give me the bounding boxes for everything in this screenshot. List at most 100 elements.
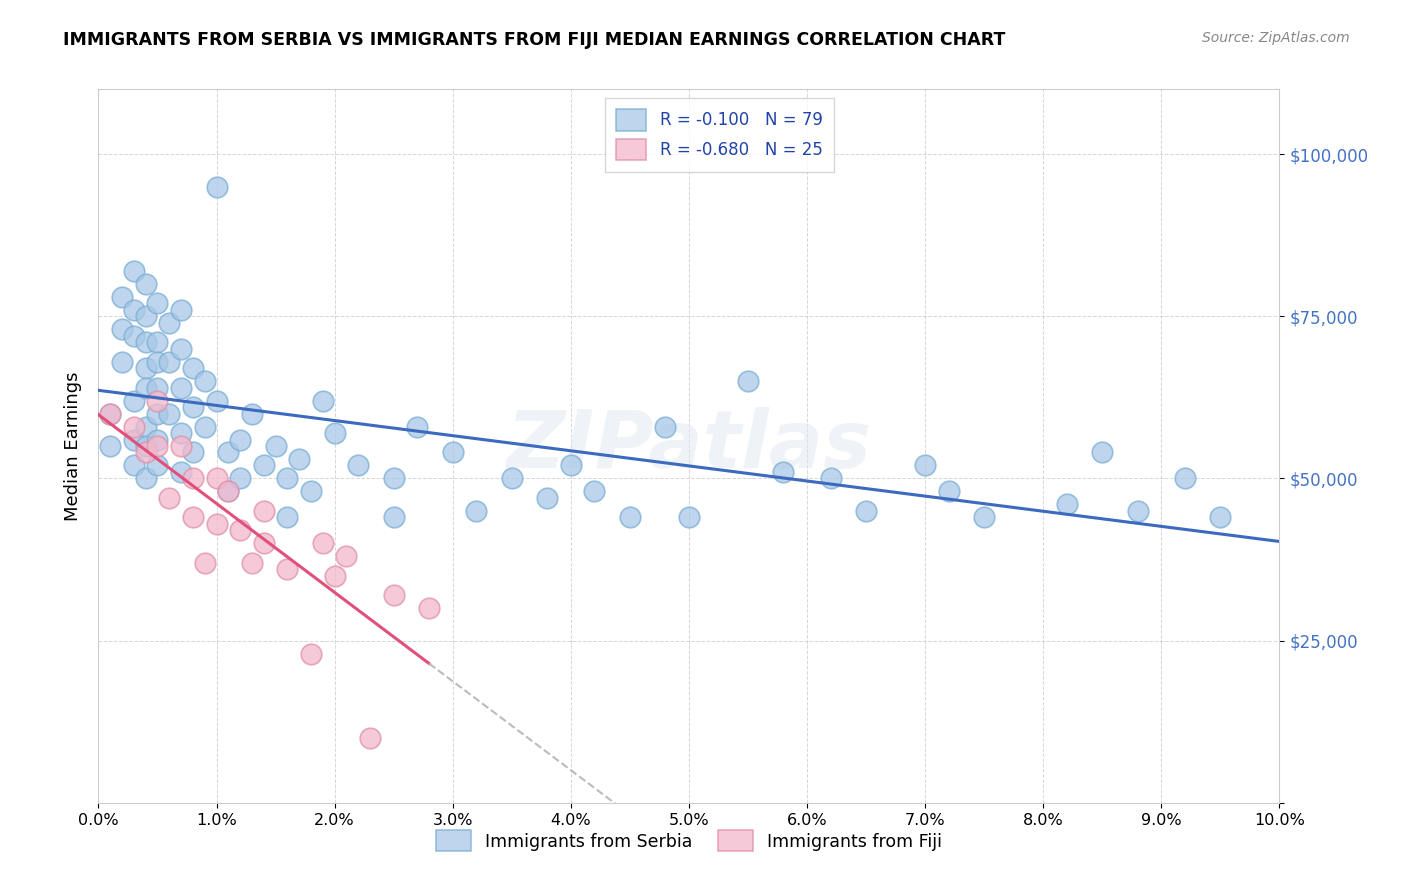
Point <box>111 290 134 304</box>
Point <box>135 419 157 434</box>
Point <box>1126 504 1149 518</box>
Point <box>654 419 676 434</box>
Point <box>157 491 180 505</box>
Point <box>1174 471 1197 485</box>
Point <box>122 419 145 434</box>
Point <box>135 361 157 376</box>
Point <box>170 465 193 479</box>
Point <box>323 425 346 440</box>
Point <box>276 562 298 576</box>
Point <box>194 419 217 434</box>
Point <box>253 536 276 550</box>
Point <box>157 407 180 421</box>
Point <box>240 407 263 421</box>
Point <box>146 458 169 473</box>
Point <box>560 458 582 473</box>
Point <box>135 335 157 350</box>
Point <box>288 452 311 467</box>
Point <box>1056 497 1078 511</box>
Point <box>157 354 180 368</box>
Text: Source: ZipAtlas.com: Source: ZipAtlas.com <box>1202 31 1350 45</box>
Point <box>820 471 842 485</box>
Point <box>1091 445 1114 459</box>
Point <box>323 568 346 582</box>
Point <box>619 510 641 524</box>
Point <box>146 335 169 350</box>
Point <box>135 445 157 459</box>
Point <box>135 439 157 453</box>
Point <box>217 484 239 499</box>
Point <box>146 433 169 447</box>
Point <box>205 393 228 408</box>
Point <box>170 302 193 317</box>
Point <box>135 381 157 395</box>
Point <box>276 510 298 524</box>
Point <box>737 374 759 388</box>
Point <box>111 354 134 368</box>
Point <box>299 484 322 499</box>
Point <box>170 381 193 395</box>
Point <box>181 445 204 459</box>
Point <box>146 393 169 408</box>
Point <box>146 407 169 421</box>
Point <box>253 504 276 518</box>
Point <box>253 458 276 473</box>
Point <box>217 484 239 499</box>
Point <box>536 491 558 505</box>
Point <box>973 510 995 524</box>
Point <box>205 516 228 531</box>
Point <box>205 179 228 194</box>
Point <box>157 316 180 330</box>
Point <box>217 445 239 459</box>
Point <box>122 458 145 473</box>
Point <box>146 296 169 310</box>
Point <box>170 439 193 453</box>
Point <box>441 445 464 459</box>
Point <box>135 471 157 485</box>
Point <box>229 524 252 538</box>
Point <box>170 342 193 356</box>
Point <box>122 393 145 408</box>
Point <box>98 407 121 421</box>
Point <box>382 588 405 602</box>
Point <box>146 381 169 395</box>
Point <box>135 277 157 291</box>
Point <box>146 439 169 453</box>
Point <box>181 361 204 376</box>
Point <box>299 647 322 661</box>
Point <box>1209 510 1232 524</box>
Point <box>229 433 252 447</box>
Text: IMMIGRANTS FROM SERBIA VS IMMIGRANTS FROM FIJI MEDIAN EARNINGS CORRELATION CHART: IMMIGRANTS FROM SERBIA VS IMMIGRANTS FRO… <box>63 31 1005 49</box>
Point <box>194 556 217 570</box>
Point <box>678 510 700 524</box>
Point <box>406 419 429 434</box>
Point <box>135 310 157 324</box>
Point <box>205 471 228 485</box>
Point <box>382 510 405 524</box>
Point <box>583 484 606 499</box>
Point <box>855 504 877 518</box>
Point <box>418 601 440 615</box>
Point <box>181 400 204 414</box>
Text: ZIPatlas: ZIPatlas <box>506 407 872 485</box>
Point <box>501 471 523 485</box>
Point <box>194 374 217 388</box>
Point <box>122 302 145 317</box>
Point <box>772 465 794 479</box>
Point <box>347 458 370 473</box>
Point <box>146 354 169 368</box>
Point <box>122 264 145 278</box>
Point <box>264 439 287 453</box>
Point <box>122 328 145 343</box>
Point <box>938 484 960 499</box>
Point <box>98 407 121 421</box>
Point <box>98 439 121 453</box>
Point <box>312 393 335 408</box>
Point <box>335 549 357 564</box>
Point <box>276 471 298 485</box>
Point <box>229 471 252 485</box>
Point <box>312 536 335 550</box>
Point <box>170 425 193 440</box>
Point <box>122 433 145 447</box>
Point <box>914 458 936 473</box>
